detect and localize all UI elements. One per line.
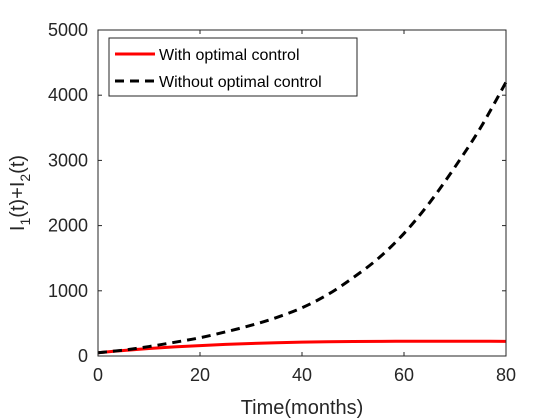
y-axis-label-subscript: 1 (17, 218, 33, 226)
x-tick-label: 20 (190, 365, 210, 385)
y-tick-label: 2000 (48, 216, 88, 236)
series-layer (97, 81, 508, 355)
x-tick-label: 40 (292, 365, 312, 385)
x-axis-label: Time(months) (241, 397, 364, 419)
x-tick-label: 0 (93, 365, 103, 385)
x-tick-label: 80 (496, 365, 516, 385)
legend: With optimal control Without optimal con… (108, 37, 358, 97)
legend-box (108, 37, 358, 97)
y-axis-label-part: (t) (7, 155, 29, 174)
y-tick-label: 4000 (48, 85, 88, 105)
y-tick-label: 5000 (48, 20, 88, 40)
y-axis-label: I1(t)+I2(t) (7, 155, 33, 231)
y-axis-label-part: I (7, 226, 29, 232)
y-axis-label-subscript: 2 (17, 174, 33, 182)
x-tick-label: 60 (394, 365, 414, 385)
legend-label-with-control: With optimal control (159, 47, 300, 64)
y-axis-label-part: (t)+I (7, 182, 29, 218)
tick-layer: 0 20 40 60 80 0 1000 2000 3000 4000 5000 (48, 20, 516, 385)
y-tick-label: 1000 (48, 281, 88, 301)
y-tick-label: 3000 (48, 150, 88, 170)
legend-label-without-control: Without optimal control (159, 74, 322, 91)
y-tick-label: 0 (78, 346, 88, 366)
series-line-with-optimal-control (97, 339, 507, 355)
